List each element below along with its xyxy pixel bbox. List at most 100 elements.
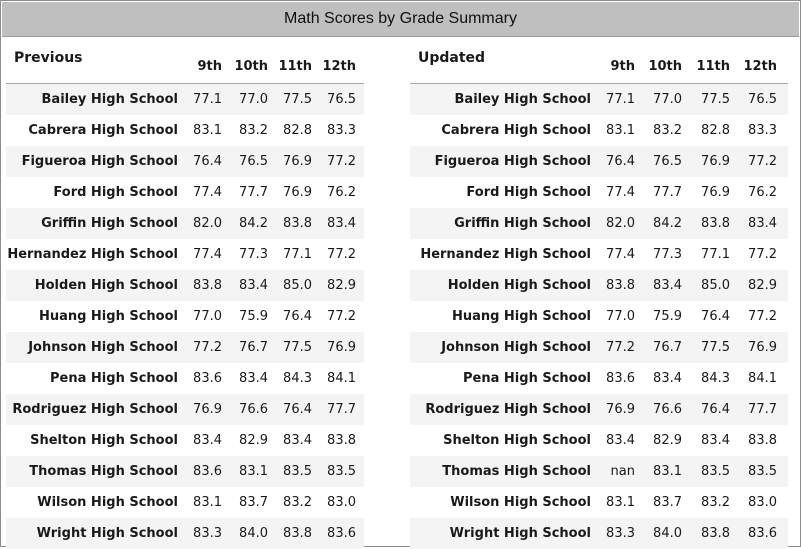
score-cell: 77.4 xyxy=(193,247,222,262)
table-row: Johnson High School 77.2 76.7 77.5 76.9 xyxy=(6,332,364,363)
score-cell: 84.3 xyxy=(701,371,730,386)
score-cell: 82.0 xyxy=(193,216,222,231)
updated-label: Updated xyxy=(418,50,486,66)
score-cell: 83.5 xyxy=(748,464,777,479)
score-cell: 83.4 xyxy=(653,371,682,386)
school-name: Griffin High School xyxy=(454,216,591,231)
score-cell: 83.8 xyxy=(327,433,356,448)
score-cell: 83.4 xyxy=(701,433,730,448)
table-row: Holden High School 83.8 83.4 85.0 82.9 xyxy=(6,270,364,301)
table-row: Huang High School 77.0 75.9 76.4 77.2 xyxy=(6,301,364,332)
school-name: Wright High School xyxy=(36,526,178,541)
score-cell: 83.4 xyxy=(606,433,635,448)
table-row: Huang High School 77.0 75.9 76.4 77.2 xyxy=(410,301,788,332)
score-cell: 83.5 xyxy=(327,464,356,479)
score-cell: 83.2 xyxy=(653,123,682,138)
score-cell: 83.4 xyxy=(283,433,312,448)
score-cell: 77.2 xyxy=(748,309,777,324)
page-title: Math Scores by Grade Summary xyxy=(2,2,799,37)
score-cell: 76.4 xyxy=(701,309,730,324)
school-name: Bailey High School xyxy=(454,92,591,107)
score-cell: 76.6 xyxy=(239,402,268,417)
score-cell: 83.0 xyxy=(327,495,356,510)
table-row: Pena High School 83.6 83.4 84.3 84.1 xyxy=(6,363,364,394)
school-name: Thomas High School xyxy=(442,464,591,479)
score-cell: 83.2 xyxy=(239,123,268,138)
previous-table-header: Previous 9th 10th 11th 12th xyxy=(6,37,364,84)
school-name: Rodriguez High School xyxy=(12,402,178,417)
score-cell: 83.8 xyxy=(748,433,777,448)
score-cell: 83.2 xyxy=(283,495,312,510)
school-name: Johnson High School xyxy=(441,340,591,355)
school-name: Huang High School xyxy=(451,309,591,324)
table-row: Hernandez High School 77.4 77.3 77.1 77.2 xyxy=(6,239,364,270)
score-cell: 77.1 xyxy=(701,247,730,262)
score-cell: 77.2 xyxy=(606,340,635,355)
score-cell: 77.2 xyxy=(748,154,777,169)
table-row: Ford High School 77.4 77.7 76.9 76.2 xyxy=(410,177,788,208)
table-row: Wright High School 83.3 84.0 83.8 83.6 xyxy=(6,518,364,549)
column-header-9th: 9th xyxy=(197,59,222,74)
score-cell: 83.3 xyxy=(606,526,635,541)
score-cell: 84.0 xyxy=(239,526,268,541)
score-cell: 76.5 xyxy=(327,92,356,107)
score-cell: 77.5 xyxy=(283,92,312,107)
score-cell: 77.0 xyxy=(193,309,222,324)
score-cell: 83.6 xyxy=(606,371,635,386)
score-cell: 76.9 xyxy=(283,154,312,169)
score-cell: 83.5 xyxy=(283,464,312,479)
score-cell: 76.5 xyxy=(239,154,268,169)
score-cell: 77.2 xyxy=(327,154,356,169)
table-row: Thomas High School nan 83.1 83.5 83.5 xyxy=(410,456,788,487)
table-row: Hernandez High School 77.4 77.3 77.1 77.2 xyxy=(410,239,788,270)
table-row: Johnson High School 77.2 76.7 77.5 76.9 xyxy=(410,332,788,363)
score-cell: 84.0 xyxy=(653,526,682,541)
school-name: Cabrera High School xyxy=(28,123,178,138)
score-cell: 82.9 xyxy=(239,433,268,448)
score-cell: 83.7 xyxy=(653,495,682,510)
school-name: Wright High School xyxy=(449,526,591,541)
table-row: Figueroa High School 76.4 76.5 76.9 77.2 xyxy=(6,146,364,177)
school-name: Holden High School xyxy=(34,278,178,293)
score-cell: 84.2 xyxy=(653,216,682,231)
score-cell: 77.0 xyxy=(653,92,682,107)
score-cell: 83.3 xyxy=(748,123,777,138)
score-cell: 77.4 xyxy=(606,185,635,200)
score-cell: 83.8 xyxy=(701,216,730,231)
score-cell: 84.1 xyxy=(327,371,356,386)
column-header-10th: 10th xyxy=(648,59,682,74)
score-cell: 83.1 xyxy=(239,464,268,479)
score-cell: 76.9 xyxy=(193,402,222,417)
score-cell: 83.2 xyxy=(701,495,730,510)
table-row: Rodriguez High School 76.9 76.6 76.4 77.7 xyxy=(410,394,788,425)
score-cell: 76.7 xyxy=(653,340,682,355)
score-cell: 82.0 xyxy=(606,216,635,231)
school-name: Figueroa High School xyxy=(434,154,591,169)
score-cell: 83.8 xyxy=(283,526,312,541)
school-name: Ford High School xyxy=(53,185,178,200)
table-row: Shelton High School 83.4 82.9 83.4 83.8 xyxy=(6,425,364,456)
updated-table-header: Updated 9th 10th 11th 12th xyxy=(410,37,788,84)
score-cell: 76.4 xyxy=(606,154,635,169)
score-cell: 76.2 xyxy=(327,185,356,200)
updated-table-body: Bailey High School 77.1 77.0 77.5 76.5 Cabrer… xyxy=(410,84,788,549)
column-header-12th: 12th xyxy=(322,59,356,74)
score-cell: 83.1 xyxy=(653,464,682,479)
score-cell: 77.5 xyxy=(701,340,730,355)
score-cell: 83.8 xyxy=(283,216,312,231)
score-cell: 82.9 xyxy=(653,433,682,448)
score-cell: 76.9 xyxy=(606,402,635,417)
score-cell: 77.1 xyxy=(606,92,635,107)
score-cell: 77.5 xyxy=(283,340,312,355)
score-cell: 77.7 xyxy=(327,402,356,417)
school-name: Shelton High School xyxy=(443,433,591,448)
score-cell: 76.6 xyxy=(653,402,682,417)
score-cell: 77.1 xyxy=(193,92,222,107)
school-name: Cabrera High School xyxy=(441,123,591,138)
score-cell: 77.7 xyxy=(748,402,777,417)
table-row: Rodriguez High School 76.9 76.6 76.4 77.7 xyxy=(6,394,364,425)
score-cell: 84.2 xyxy=(239,216,268,231)
score-cell: 83.1 xyxy=(193,495,222,510)
school-name: Pena High School xyxy=(50,371,178,386)
school-name: Figueroa High School xyxy=(21,154,178,169)
